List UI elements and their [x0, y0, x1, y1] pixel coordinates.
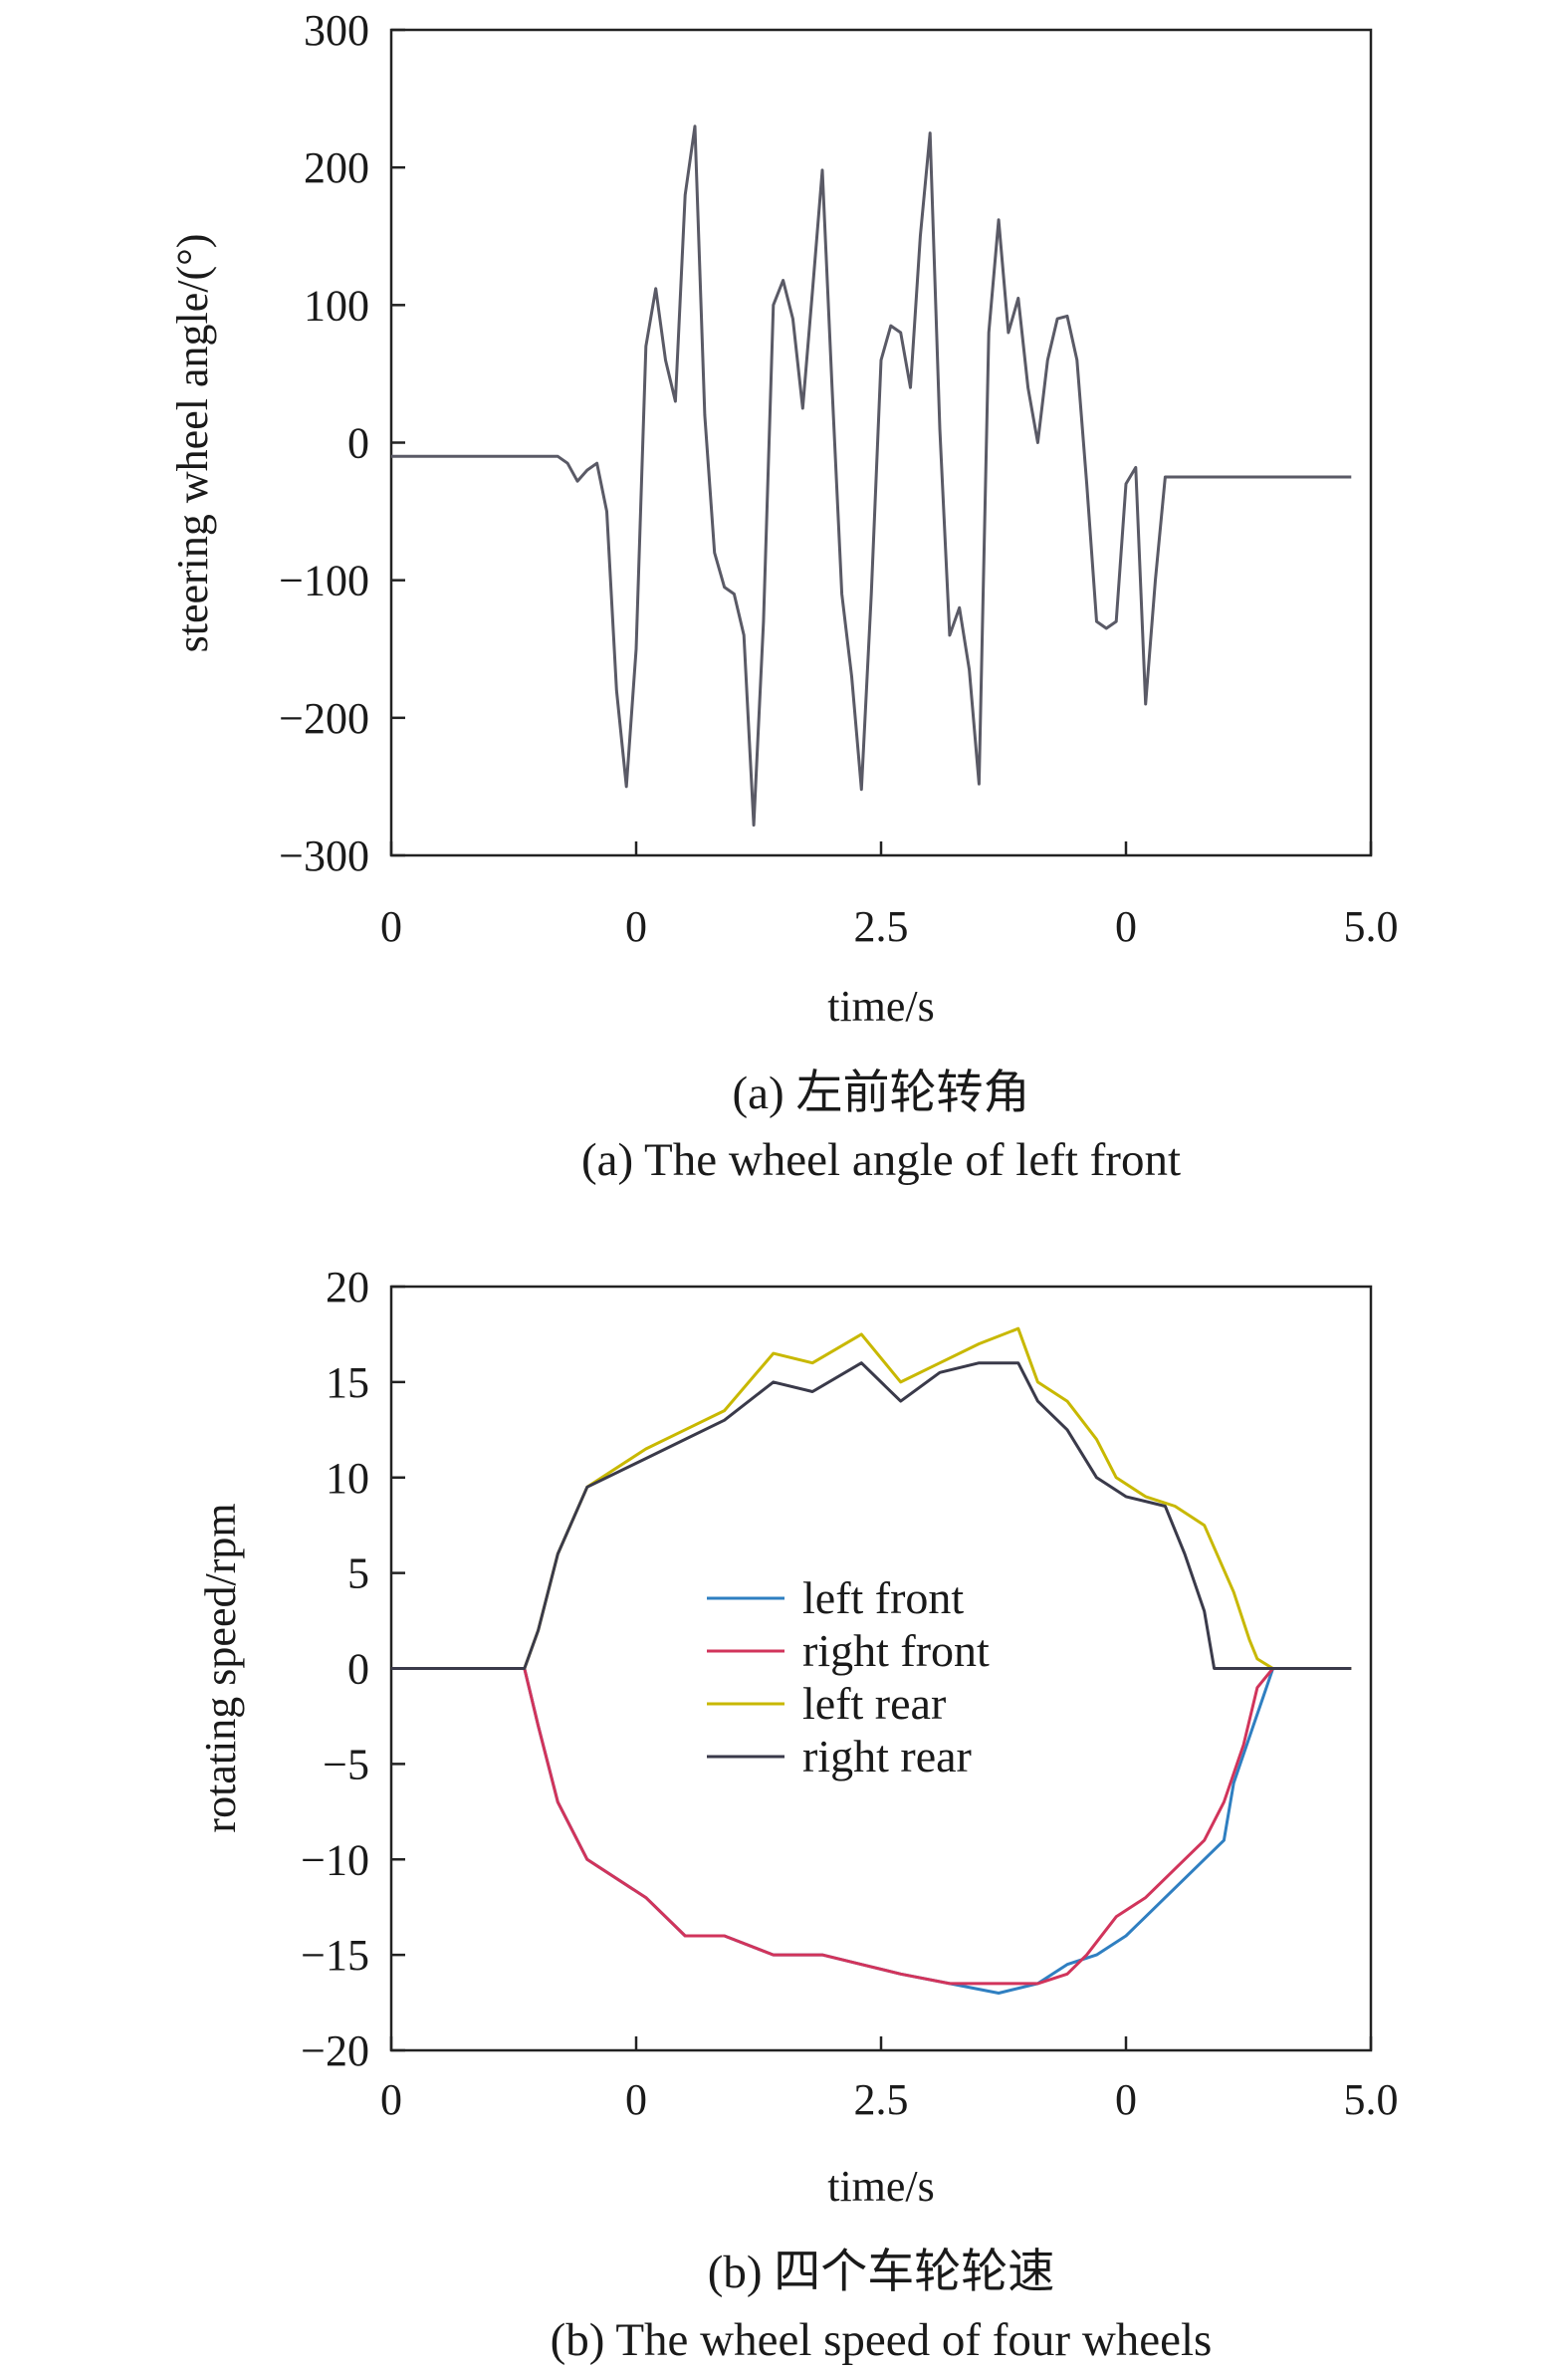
x-tick-label: 0 — [1115, 2075, 1137, 2124]
y-tick-label: 200 — [304, 143, 369, 192]
chart-b-xlabel: time/s — [827, 2162, 935, 2211]
chart-b-caption-en: (b) The wheel speed of four wheels — [551, 2314, 1213, 2366]
x-tick-label: 0 — [1115, 902, 1137, 951]
chart-b-plot-area — [391, 1326, 1352, 1995]
chart-a-xlabel: time/s — [827, 982, 935, 1031]
chart-b-caption-cn: (b) 四个车轮轮速 — [708, 2247, 1055, 2298]
y-tick-label: 5 — [347, 1549, 369, 1598]
right-rear-line — [391, 1361, 1352, 1670]
x-tick-label: 2.5 — [854, 2075, 909, 2124]
chart-a-plot-area — [391, 124, 1352, 828]
y-tick-label: 20 — [326, 1263, 369, 1311]
right-front-line — [391, 1667, 1352, 1986]
chart-wheel-angle: 300 200 100 0 −100 −200 −300 0 0 2.5 0 5.0 steerin… — [168, 6, 1399, 1186]
chart-b-y-axis: 20 15 10 5 0 −5 −10 −15 −20 — [301, 1263, 405, 2075]
y-tick-label: 300 — [304, 6, 369, 55]
y-tick-label: 0 — [347, 1645, 369, 1694]
y-tick-label: 15 — [326, 1358, 369, 1407]
chart-b-ylabel: rotating speed/rpm — [196, 1503, 245, 1832]
x-tick-label: 0 — [625, 902, 647, 951]
legend-label-left-rear: left rear — [802, 1678, 946, 1729]
legend-label-left-front: left front — [802, 1572, 964, 1623]
left-rear-line — [391, 1326, 1352, 1670]
chart-b-x-axis: 0 0 2.5 0 5.0 — [380, 2036, 1399, 2124]
x-tick-label: 5.0 — [1344, 902, 1399, 951]
y-tick-label: −100 — [279, 557, 369, 605]
chart-a-caption-en: (a) The wheel angle of left front — [581, 1134, 1181, 1186]
y-tick-label: −10 — [301, 1835, 369, 1884]
chart-wheel-speed: 20 15 10 5 0 −5 −10 −15 −20 0 0 2.5 0 5.0 left front… — [196, 1263, 1399, 2366]
y-tick-label: −15 — [301, 1931, 369, 1980]
x-tick-label: 5.0 — [1344, 2075, 1399, 2124]
chart-a-frame — [389, 28, 1373, 857]
y-tick-label: 100 — [304, 281, 369, 330]
chart-a-y-axis: 300 200 100 0 −100 −200 −300 — [279, 6, 405, 880]
y-tick-label: 10 — [326, 1454, 369, 1503]
chart-a-ylabel: steering wheel angle/(°) — [168, 234, 217, 653]
y-tick-label: −5 — [323, 1740, 369, 1788]
legend-label-right-front: right front — [802, 1625, 990, 1676]
y-tick-label: 0 — [347, 419, 369, 468]
y-tick-label: −20 — [301, 2026, 369, 2075]
x-tick-label: 2.5 — [854, 902, 909, 951]
legend-label-right-rear: right rear — [802, 1731, 972, 1781]
x-tick-label: 0 — [380, 902, 402, 951]
chart-a-x-axis: 0 0 2.5 0 5.0 — [380, 841, 1399, 951]
x-tick-label: 0 — [625, 2075, 647, 2124]
series-line — [391, 124, 1352, 828]
y-tick-label: −200 — [279, 694, 369, 743]
chart-a-caption-cn: (a) 左前轮转角 — [733, 1068, 1030, 1119]
y-tick-label: −300 — [279, 831, 369, 880]
x-tick-label: 0 — [380, 2075, 402, 2124]
